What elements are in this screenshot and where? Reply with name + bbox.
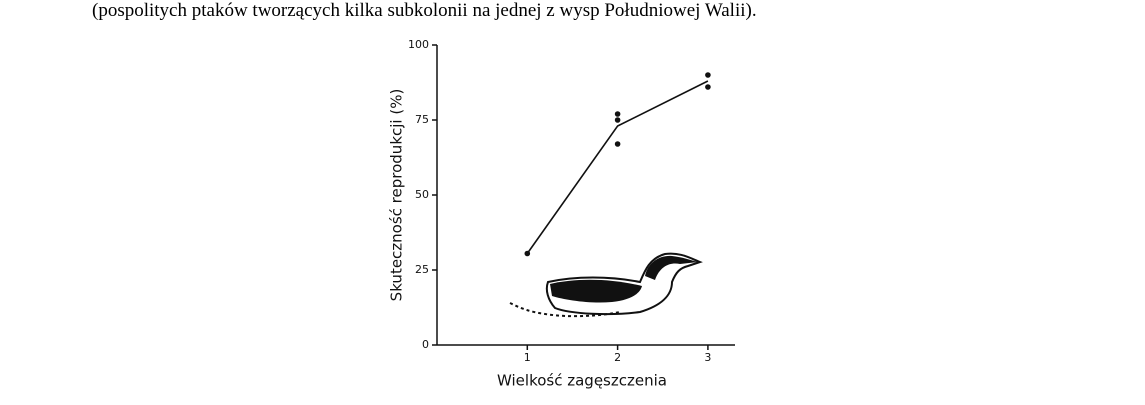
x-axis-title: Wielkość zagęszczenia [497, 372, 667, 390]
trend-line [526, 80, 709, 254]
y-tick-label: 25 [415, 263, 429, 276]
data-point [614, 111, 621, 117]
caption: (pospolitych ptaków tworzących kilka sub… [92, 0, 757, 21]
water-line [509, 302, 621, 318]
data-point [705, 72, 711, 78]
y-tick-label: 100 [408, 38, 429, 51]
y-tick-label: 50 [415, 188, 429, 201]
x-tick-label: 3 [704, 351, 711, 364]
y-tick-label: 75 [415, 113, 429, 126]
data-point [705, 84, 711, 90]
y-axis-title: Skuteczność reprodukcji (%) [388, 89, 406, 302]
bird-back [550, 279, 642, 303]
data-point [614, 117, 621, 123]
y-tick-label: 0 [422, 338, 429, 351]
bird-head [645, 255, 698, 280]
x-tick-label: 2 [614, 351, 621, 364]
x-tick-label: 1 [524, 351, 531, 364]
data-point [614, 141, 621, 147]
bird-illustration [509, 252, 703, 318]
